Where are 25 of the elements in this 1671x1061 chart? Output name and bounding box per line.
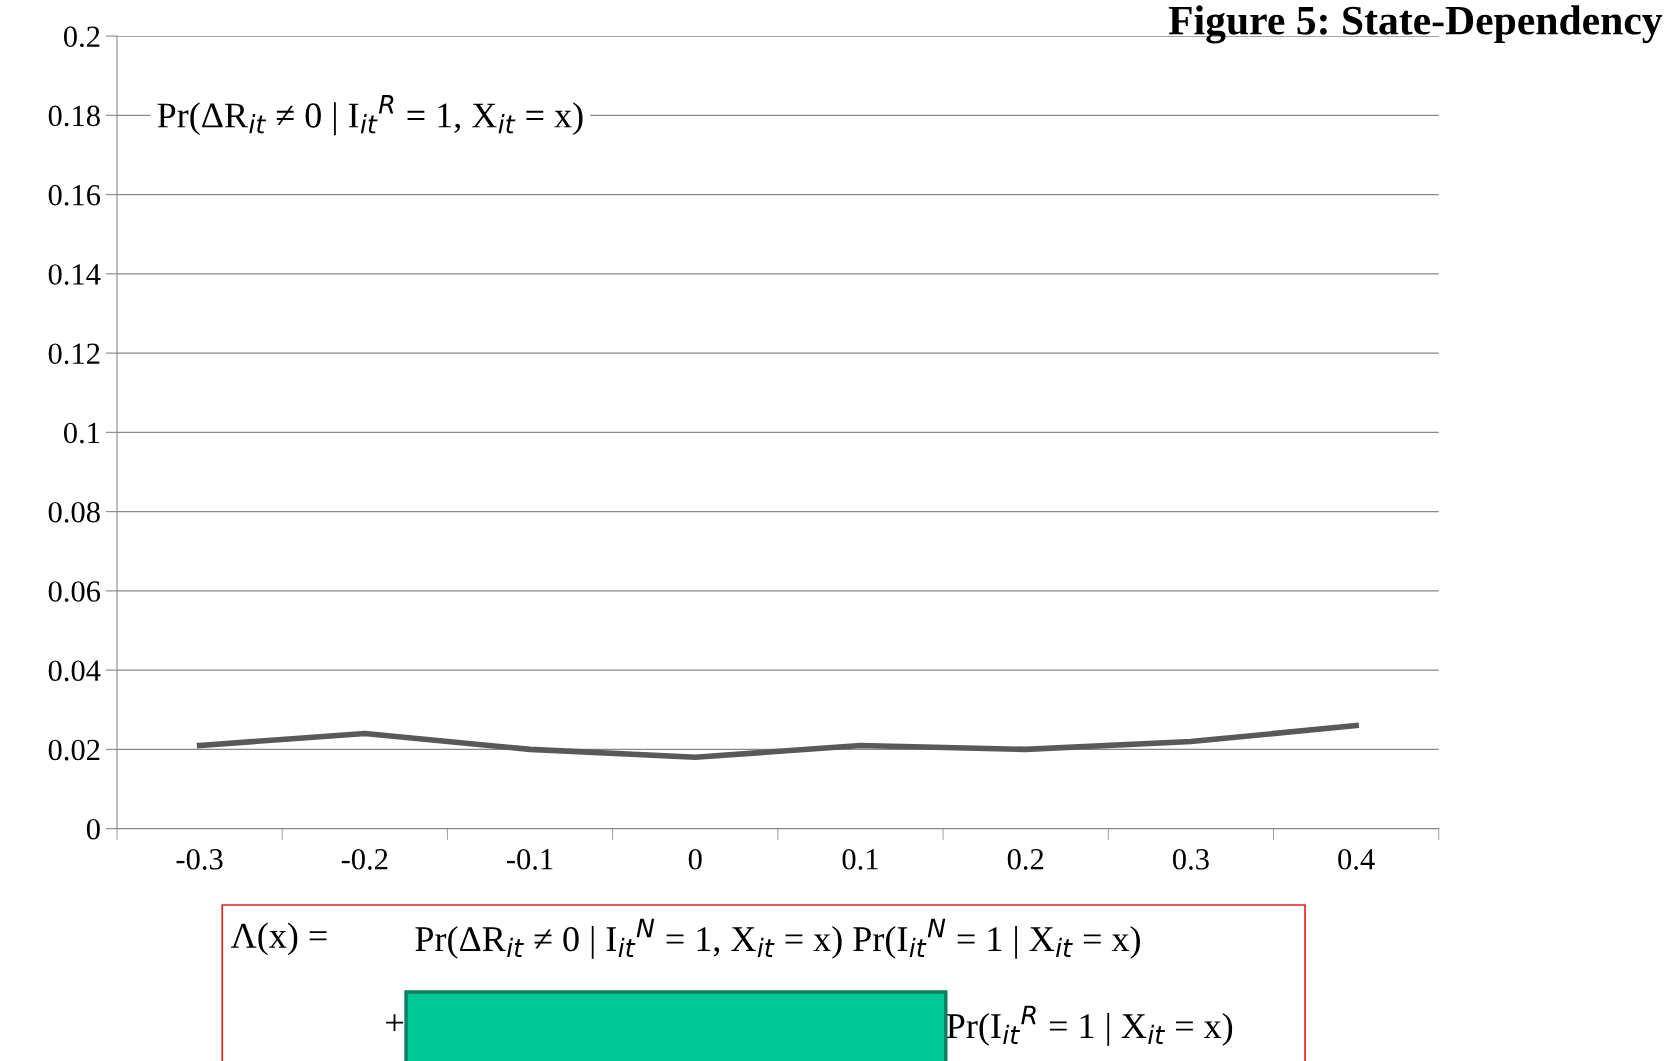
annotation: Pr(ΔR$_{it}$ ≠ 0 | I$_{it}$$^{R}$ = 1, X$_{it}$ = x) [157,95,583,136]
text: + [386,1014,403,1032]
x-tick-label: -0.3 [176,848,223,870]
y-tick-label: 0 [86,818,100,840]
text: Λ(x) = [230,922,327,956]
x-tick-label: 0.3 [1172,848,1209,870]
x-tick-label: 0.2 [1007,848,1044,870]
x-tick-label: 0.4 [1338,848,1375,870]
text: Pr(I$_{it}$$^{R}$ = 1 | X$_{it}$ = x) [946,1005,1233,1046]
y-tick-label: 0.16 [48,184,101,206]
y-tick-label: 0.18 [48,105,100,127]
x-tick-label: 0.1 [842,848,878,870]
y-tick-label: 0.12 [48,343,100,365]
y-tick-label: 0.04 [48,660,101,682]
x-tick-label: -0.2 [341,848,388,870]
chart-title: Figure 5: State-Dependency [1168,5,1663,44]
y-tick-label: 0.02 [48,739,100,761]
x-tick-label: -0.1 [506,848,553,870]
y-tick-label: 0.2 [63,26,100,48]
y-tick-label: 0.06 [48,581,101,602]
y-tick-label: 0.08 [48,501,100,523]
y-tick-label: 0.14 [48,264,101,285]
x-tick-label: 0 [688,848,702,870]
text: Pr(ΔR$_{it}$ ≠ 0 | I$_{it}$$^{N}$ = 1, X$_{it}$ = x) Pr(I$_{it}$$^{N}$ = 1 | X$_{it}$ = x) [415,918,1140,959]
y-tick-label: 0.1 [63,422,100,444]
